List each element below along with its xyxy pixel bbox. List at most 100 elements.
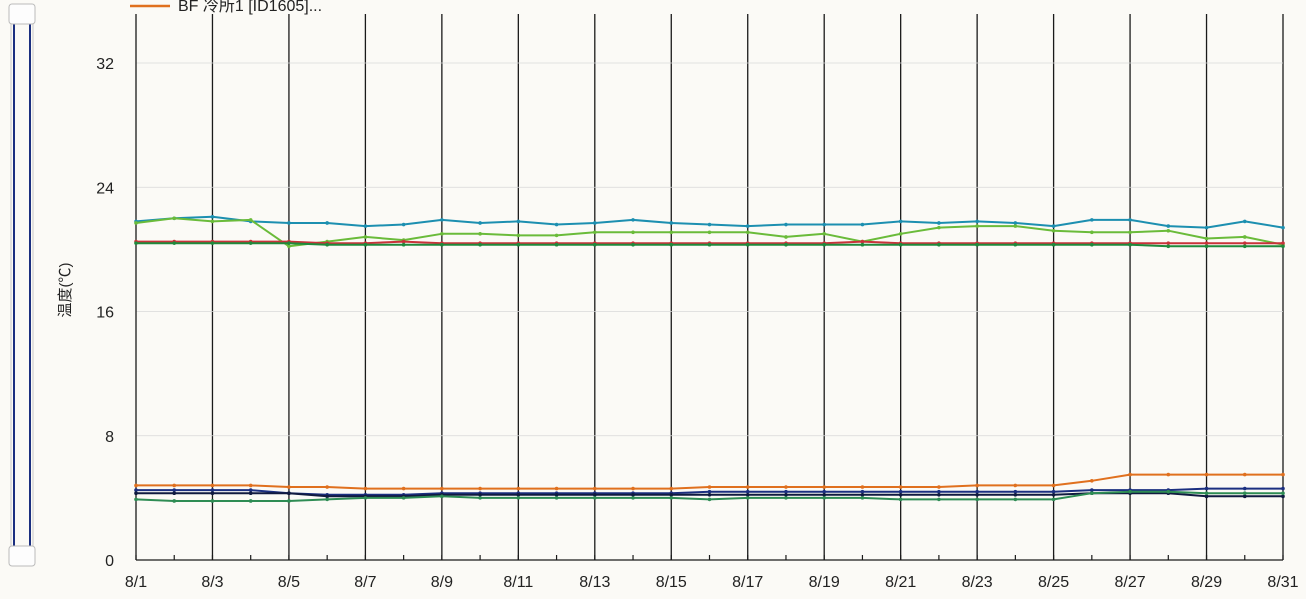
data-point: [554, 486, 559, 491]
data-point: [401, 222, 406, 227]
data-point: [1166, 224, 1171, 228]
data-point: [1128, 489, 1132, 494]
x-tick-label: 8/31: [1267, 574, 1298, 591]
y-tick-label: 24: [96, 180, 114, 197]
x-tick-label: 8/23: [962, 574, 993, 591]
data-point: [1051, 492, 1056, 497]
data-point: [401, 486, 406, 491]
data-point: [210, 219, 215, 224]
data-point: [516, 496, 521, 500]
range-slider-top-handle[interactable]: [8, 3, 36, 25]
data-point: [1013, 497, 1018, 502]
data-point: [172, 488, 177, 492]
data-point: [1242, 235, 1247, 239]
data-point: [172, 491, 177, 496]
x-tick-label: 8/29: [1191, 574, 1222, 591]
data-point: [516, 492, 521, 497]
data-point: [745, 492, 750, 497]
data-point: [822, 485, 826, 489]
data-point: [898, 489, 903, 494]
data-point: [593, 486, 597, 491]
y-tick-label: 32: [96, 56, 114, 73]
data-point: [363, 224, 368, 228]
data-point: [1281, 225, 1285, 230]
series-1: [134, 472, 1285, 491]
data-point: [707, 222, 712, 227]
range-slider-bottom-handle[interactable]: [8, 545, 36, 567]
data-point: [134, 241, 138, 245]
data-point: [631, 242, 635, 247]
data-point: [248, 241, 253, 245]
data-point: [937, 225, 941, 230]
data-point: [1013, 483, 1018, 488]
x-tick-label: 8/19: [809, 574, 840, 591]
x-tick-label: 8/25: [1038, 574, 1069, 591]
data-point: [554, 222, 559, 227]
data-point: [401, 496, 406, 500]
y-tick-label: 8: [105, 429, 114, 446]
data-point: [210, 491, 215, 496]
y-tick-labels: 0 8 16 24 32: [96, 56, 114, 570]
x-tick-label: 8/3: [201, 574, 223, 591]
data-point: [287, 221, 291, 225]
data-point: [248, 218, 253, 222]
data-point: [1281, 472, 1285, 477]
data-point: [1166, 489, 1171, 494]
legend[interactable]: BF 冷所1 [ID1605]...: [130, 0, 322, 15]
data-point: [172, 241, 177, 245]
data-point: [937, 489, 941, 494]
data-point: [745, 224, 750, 228]
data-point: [210, 488, 215, 492]
data-point: [134, 488, 138, 492]
data-point: [440, 486, 444, 491]
data-point: [669, 496, 674, 500]
data-point: [554, 496, 559, 500]
data-point: [707, 485, 712, 489]
range-slider[interactable]: [8, 3, 36, 567]
data-point: [745, 496, 750, 500]
data-point: [1281, 244, 1285, 249]
data-point: [1242, 494, 1247, 499]
legend-label[interactable]: BF 冷所1 [ID1605]...: [178, 0, 322, 15]
data-point: [1204, 491, 1209, 496]
data-point: [478, 486, 482, 491]
data-point: [478, 496, 482, 500]
data-point: [898, 232, 903, 236]
series-layer: [134, 214, 1285, 503]
data-point: [1281, 241, 1285, 245]
data-point: [707, 489, 712, 494]
data-point: [401, 242, 406, 247]
data-point: [1128, 230, 1132, 235]
data-point: [134, 221, 138, 225]
data-point: [1204, 486, 1209, 491]
data-point: [937, 492, 941, 497]
data-point: [1013, 242, 1018, 247]
x-tick-label: 8/1: [125, 574, 147, 591]
data-point: [287, 499, 291, 503]
data-point: [631, 218, 635, 222]
data-point: [975, 219, 979, 224]
y-tick-label: 0: [105, 553, 114, 570]
data-point: [1242, 219, 1247, 224]
data-point: [975, 242, 979, 247]
data-point: [593, 496, 597, 500]
data-point: [707, 497, 712, 502]
data-point: [325, 494, 329, 499]
data-point: [1013, 224, 1018, 228]
data-point: [745, 242, 750, 247]
data-point: [822, 222, 826, 227]
x-tick-label: 8/13: [579, 574, 610, 591]
data-point: [860, 492, 865, 497]
data-point: [210, 499, 215, 503]
data-point: [248, 488, 253, 492]
data-point: [593, 230, 597, 235]
data-point: [440, 232, 444, 236]
data-point: [707, 242, 712, 247]
data-point: [593, 492, 597, 497]
data-point: [1051, 224, 1056, 228]
data-point: [860, 222, 865, 227]
data-point: [1204, 236, 1209, 241]
data-point: [669, 230, 674, 235]
data-point: [1051, 228, 1056, 233]
data-point: [784, 489, 788, 494]
